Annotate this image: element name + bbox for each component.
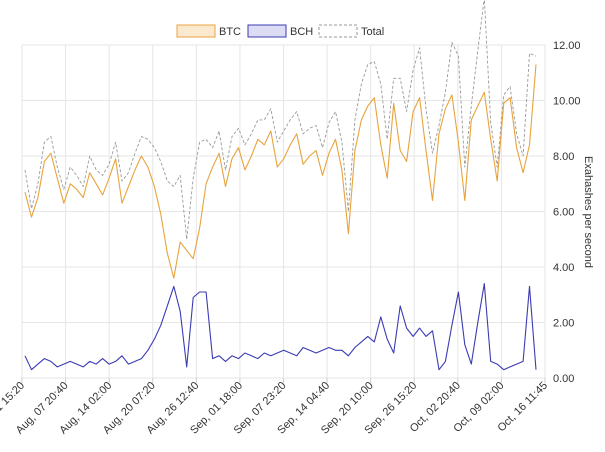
y-tick-label: 0.00 — [553, 373, 574, 385]
legend-swatch-bch — [247, 24, 287, 38]
y-axis-title: Exahashes per second — [582, 156, 594, 268]
series-line-btc — [24, 64, 537, 279]
y-tick-label: 4.00 — [553, 262, 574, 274]
y-tick-label: 8.00 — [553, 151, 574, 163]
legend-item-btc[interactable]: BTC — [176, 24, 241, 38]
legend-label-btc: BTC — [219, 26, 241, 38]
legend-item-total[interactable]: Total — [318, 24, 384, 38]
y-axis-ticks: 0.00 2.00 4.00 6.00 8.00 10.00 12.00 — [553, 40, 581, 385]
legend[interactable]: BTC BCH Total — [176, 24, 384, 38]
legend-label-bch: BCH — [290, 26, 313, 38]
grid — [21, 44, 546, 383]
y-tick-label: 10.00 — [553, 96, 581, 108]
y-tick-label: 2.00 — [553, 318, 574, 330]
y-tick-label: 6.00 — [553, 207, 574, 219]
series-lines — [24, 0, 537, 371]
series-line-total — [24, 0, 537, 240]
legend-swatch-btc — [176, 24, 216, 38]
legend-swatch-total — [318, 24, 358, 38]
legend-item-bch[interactable]: BCH — [247, 24, 313, 38]
series-line-bch — [24, 283, 537, 371]
legend-label-total: Total — [361, 26, 384, 38]
y-tick-label: 12.00 — [553, 40, 581, 52]
